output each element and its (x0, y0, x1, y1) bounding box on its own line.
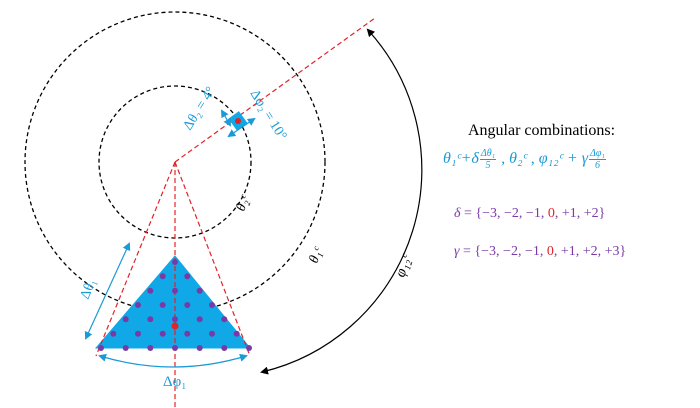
sample-point (184, 302, 191, 308)
sample-point (159, 330, 166, 337)
square-center-dot (235, 118, 241, 124)
delta-phi1-arrow (98, 353, 248, 368)
gamma-set-prefix: = {−3, −2, −1, (459, 244, 547, 259)
delta-symbol: δ (454, 206, 461, 221)
sample-point (209, 302, 215, 308)
sample-point (110, 330, 117, 337)
red-ray-left (95, 161, 176, 357)
delta-theta1-label: Δθ₁ (78, 277, 100, 302)
theta2c-label: θ₂ᶜ (234, 193, 254, 214)
phi12c-label: φ₁₂ᶜ (393, 252, 416, 280)
fraction-delta-phi1: Δφ₁ 6 (589, 148, 606, 171)
theta1c-label: θ₁ᶜ (307, 245, 327, 266)
sample-point (209, 330, 215, 337)
delta-theta1-arrow (84, 242, 131, 340)
sample-point (184, 273, 191, 280)
sample-point (246, 345, 252, 351)
sample-point (196, 345, 203, 351)
sample-point (184, 330, 191, 337)
fraction-denominator: 5 (485, 160, 491, 171)
gamma-set: γ = {−3, −2, −1, 0, +1, +2, +3} (454, 244, 626, 260)
phi12-arc-arrow (260, 28, 423, 375)
formula-term-theta1: θ₁ᶜ+δ (443, 150, 479, 168)
delta-theta2-arrow (221, 109, 231, 127)
fraction-denominator: 6 (594, 160, 600, 171)
triangle-center-dot (171, 322, 179, 330)
sample-point (172, 316, 178, 323)
sample-point (135, 302, 141, 308)
delta-phi1-label: Δφ₁ (163, 374, 187, 390)
sample-point (98, 345, 104, 351)
sample-point (221, 345, 228, 351)
sample-point (159, 273, 166, 280)
red-ray-right (174, 161, 251, 357)
sample-point (135, 330, 141, 337)
gamma-symbol: γ (454, 244, 460, 259)
delta-set-suffix: , +1, +2} (554, 206, 606, 221)
sample-point (221, 316, 228, 323)
fraction-numerator: Δφ₁ (589, 148, 606, 160)
sample-point (196, 316, 203, 323)
delta-theta2-label: Δθ₂ = 4° (181, 84, 219, 133)
delta-phi2-arrow (227, 117, 256, 138)
combination-formula: θ₁ᶜ+δ Δθ₁ 5 , θ₂ᶜ , φ₁₂ᶜ + γ Δφ₁ 6 (443, 148, 607, 171)
sample-point (122, 316, 129, 323)
delta-set: δ = {−3, −2, −1, 0, +1, +2} (454, 206, 605, 222)
panel-title: Angular combinations: (468, 122, 616, 139)
delta-set-zero: 0 (547, 206, 555, 221)
fraction-delta-theta1: Δθ₁ 5 (479, 148, 497, 171)
gamma-set-suffix: , +1, +2, +3} (553, 244, 627, 259)
sample-point (147, 316, 154, 323)
sample-point (147, 287, 154, 294)
sample-point (122, 345, 129, 351)
sample-point (233, 330, 240, 337)
sample-point (172, 345, 178, 351)
sample-point (172, 287, 178, 294)
delta-set-prefix: = {−3, −2, −1, (460, 206, 548, 221)
fraction-numerator: Δθ₁ (479, 148, 497, 160)
sample-point (147, 345, 154, 351)
formula-term-middle: , θ₂ᶜ , φ₁₂ᶜ + γ (497, 150, 589, 168)
sample-point (172, 259, 178, 265)
sampling-triangle (94, 255, 252, 349)
gamma-set-zero: 0 (546, 244, 554, 259)
sample-point (159, 302, 166, 308)
sample-point (196, 287, 203, 294)
